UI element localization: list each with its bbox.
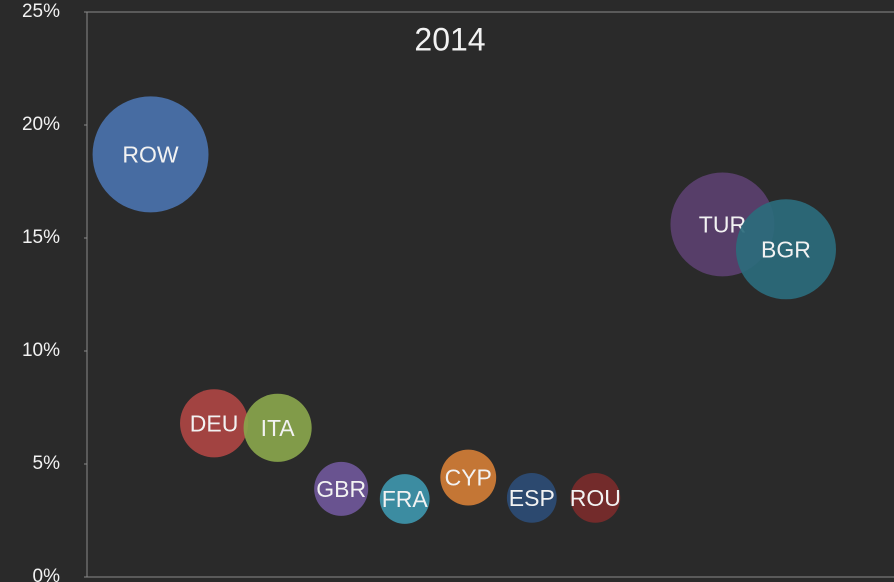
bubble: [314, 461, 369, 516]
chart-title: 2014: [414, 21, 485, 57]
bubble-label: CYP: [445, 465, 492, 491]
bubble: [92, 96, 209, 213]
y-tick-label: 15%: [22, 227, 60, 248]
y-tick-label: 20%: [22, 114, 60, 135]
y-tick-label: 0%: [33, 566, 61, 582]
bubble: [180, 389, 249, 458]
bubble-label: ROW: [122, 141, 179, 167]
bubble: [506, 473, 557, 523]
bubble-label: ESP: [509, 485, 555, 511]
bubble: [243, 393, 312, 462]
y-tick-label: 25%: [22, 1, 60, 22]
bubble-label: GBR: [316, 476, 366, 502]
bubble: [440, 449, 497, 506]
bubble-label: ITA: [261, 415, 296, 441]
bubble-label: BGR: [761, 236, 811, 262]
bubble-label: DEU: [190, 410, 239, 436]
bubble: [735, 199, 836, 300]
y-tick-label: 5%: [33, 453, 61, 474]
bubble: [570, 473, 621, 523]
bubble-label: FRA: [382, 486, 429, 512]
y-tick-label: 10%: [22, 340, 60, 361]
bubble-label: TUR: [699, 212, 746, 238]
bubble: [379, 474, 430, 524]
bubble-label: ROU: [570, 485, 621, 511]
